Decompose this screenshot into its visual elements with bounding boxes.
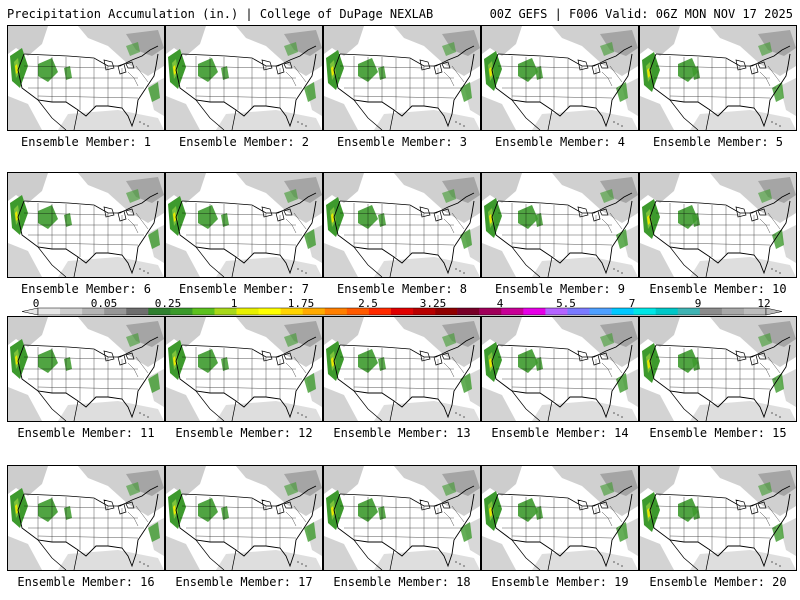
precipitation-map bbox=[481, 25, 639, 131]
ensemble-member-label: Ensemble Member: 11 bbox=[17, 426, 155, 440]
precipitation-map bbox=[639, 25, 797, 131]
colorbar-tick-label: 9 bbox=[694, 297, 702, 310]
precipitation-map bbox=[323, 25, 481, 131]
colorbar-swatch bbox=[148, 308, 171, 315]
colorbar-tick-label: 0 bbox=[32, 297, 40, 310]
precipitation-map bbox=[481, 172, 639, 278]
colorbar-swatch bbox=[677, 308, 701, 315]
colorbar-swatch bbox=[567, 308, 590, 315]
ensemble-member-label: Ensemble Member: 3 bbox=[336, 135, 468, 149]
colorbar-swatch bbox=[413, 308, 436, 315]
colorbar-swatch bbox=[589, 308, 612, 315]
ensemble-member-label: Ensemble Member: 6 bbox=[20, 282, 152, 296]
precipitation-map bbox=[323, 465, 481, 571]
colorbar-swatch bbox=[324, 308, 348, 315]
ensemble-member-label: Ensemble Member: 2 bbox=[178, 135, 310, 149]
ensemble-member-label: Ensemble Member: 10 bbox=[649, 282, 787, 296]
colorbar-swatch bbox=[368, 308, 392, 315]
colorbar-swatch bbox=[346, 308, 370, 315]
colorbar-tick-label: 4 bbox=[496, 297, 504, 310]
precipitation-map bbox=[481, 316, 639, 422]
ensemble-member-label: Ensemble Member: 5 bbox=[652, 135, 784, 149]
colorbar-swatch bbox=[457, 308, 480, 315]
colorbar-swatch bbox=[126, 308, 149, 315]
model-run-info: 00Z GEFS | F006 Valid: 06Z MON NOV 17 20… bbox=[489, 7, 793, 21]
precipitation-map bbox=[7, 465, 165, 571]
colorbar-swatch bbox=[302, 308, 326, 315]
colorbar-swatch bbox=[280, 308, 304, 315]
colorbar-swatch bbox=[258, 308, 281, 315]
colorbar-swatch bbox=[60, 308, 83, 315]
ensemble-member-label: Ensemble Member: 12 bbox=[175, 426, 313, 440]
precipitation-map bbox=[639, 172, 797, 278]
precipitation-map bbox=[165, 25, 323, 131]
precipitation-map bbox=[481, 465, 639, 571]
precipitation-map bbox=[639, 465, 797, 571]
colorbar-swatch bbox=[633, 308, 656, 315]
colorbar-tick-label: 0.05 bbox=[90, 297, 118, 310]
ensemble-member-label: Ensemble Member: 1 bbox=[20, 135, 152, 149]
colorbar-swatch bbox=[545, 308, 568, 315]
colorbar-swatch bbox=[721, 308, 745, 315]
ensemble-member-label: Ensemble Member: 15 bbox=[649, 426, 787, 440]
ensemble-member-label: Ensemble Member: 20 bbox=[649, 575, 787, 589]
colorbar-swatch bbox=[655, 308, 679, 315]
ensemble-member-label: Ensemble Member: 19 bbox=[491, 575, 629, 589]
precipitation-map bbox=[323, 172, 481, 278]
colorbar-swatch bbox=[170, 308, 193, 315]
precipitation-map bbox=[639, 316, 797, 422]
colorbar-swatch bbox=[523, 308, 546, 315]
colorbar-tick-label: 1 bbox=[230, 297, 238, 310]
ensemble-member-label: Ensemble Member: 13 bbox=[333, 426, 471, 440]
precipitation-map bbox=[7, 316, 165, 422]
colorbar-swatch bbox=[214, 308, 237, 315]
chart-title: Precipitation Accumulation (in.) | Colle… bbox=[7, 7, 434, 21]
colorbar-tick-label: 3.25 bbox=[419, 297, 447, 310]
colorbar-swatch bbox=[699, 308, 723, 315]
ensemble-member-label: Ensemble Member: 14 bbox=[491, 426, 629, 440]
colorbar-swatch bbox=[743, 308, 767, 315]
colorbar-tick-label: 2.5 bbox=[358, 297, 378, 310]
colorbar-swatch bbox=[236, 308, 259, 315]
precipitation-map bbox=[165, 465, 323, 571]
colorbar-swatch bbox=[479, 308, 502, 315]
precipitation-map bbox=[7, 25, 165, 131]
colorbar-swatch bbox=[611, 308, 634, 315]
precipitation-map bbox=[7, 172, 165, 278]
precipitation-map bbox=[165, 172, 323, 278]
colorbar-swatch bbox=[82, 308, 105, 315]
colorbar-tick-label: 12 bbox=[757, 297, 771, 310]
colorbar-tick-label: 7 bbox=[628, 297, 636, 310]
colorbar-swatch bbox=[104, 308, 127, 315]
colorbar-swatch bbox=[192, 308, 215, 315]
colorbar-tick-label: 1.75 bbox=[287, 297, 315, 310]
precipitation-map bbox=[165, 316, 323, 422]
ensemble-member-label: Ensemble Member: 8 bbox=[336, 282, 468, 296]
ensemble-member-label: Ensemble Member: 17 bbox=[175, 575, 313, 589]
ensemble-member-label: Ensemble Member: 7 bbox=[178, 282, 310, 296]
ensemble-member-label: Ensemble Member: 18 bbox=[333, 575, 471, 589]
colorbar-swatch bbox=[501, 308, 524, 315]
colorbar-swatch bbox=[435, 308, 458, 315]
colorbar-tick-label: 5.5 bbox=[556, 297, 576, 310]
ensemble-member-label: Ensemble Member: 16 bbox=[17, 575, 155, 589]
colorbar-swatch bbox=[38, 308, 61, 315]
precipitation-map bbox=[323, 316, 481, 422]
colorbar-swatch bbox=[390, 308, 414, 315]
ensemble-member-label: Ensemble Member: 9 bbox=[494, 282, 626, 296]
colorbar-tick-label: 0.25 bbox=[154, 297, 182, 310]
ensemble-member-label: Ensemble Member: 4 bbox=[494, 135, 626, 149]
precipitation-colorbar bbox=[0, 297, 800, 319]
